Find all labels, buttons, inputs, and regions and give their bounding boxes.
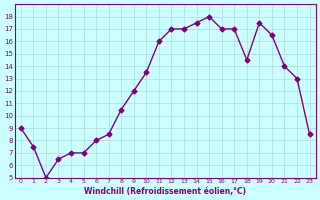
X-axis label: Windchill (Refroidissement éolien,°C): Windchill (Refroidissement éolien,°C) (84, 187, 246, 196)
